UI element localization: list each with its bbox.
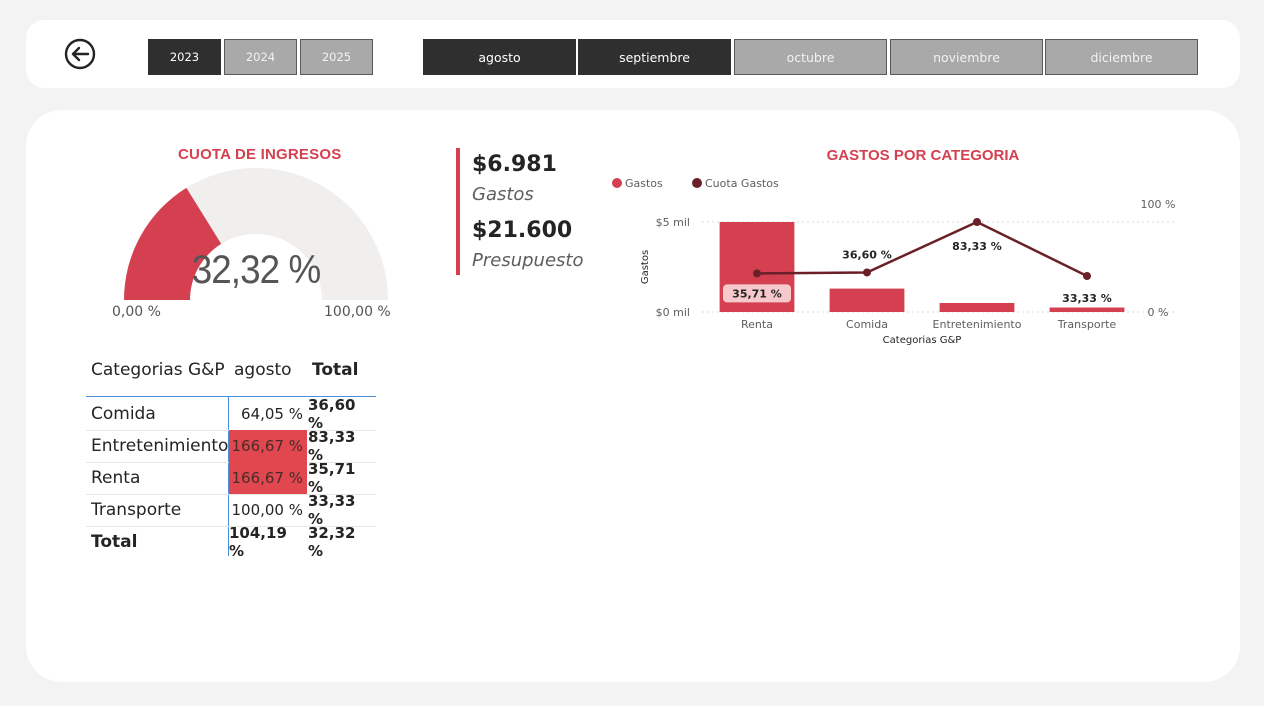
matrix-row-agosto: 100,00 % xyxy=(231,501,303,519)
matrix-header-divider xyxy=(86,396,376,397)
data-label-transporte: 33,33 % xyxy=(1062,292,1112,305)
month-option-noviembre[interactable]: noviembre xyxy=(890,39,1043,75)
bar-transporte xyxy=(1049,307,1125,312)
chart-title: GASTOS POR CATEGORIA xyxy=(827,147,1020,164)
dashboard-card: CUOTA DE INGRESOS 32,32 % 0,00 % 100,00 … xyxy=(26,110,1240,682)
month-option-diciembre[interactable]: diciembre xyxy=(1045,39,1198,75)
year-option-2024[interactable]: 2024 xyxy=(224,39,297,75)
legend-label-gastos: Gastos xyxy=(625,177,663,190)
cuota-point-comida xyxy=(863,268,871,277)
y-axis-title: Gastos xyxy=(640,250,651,284)
legend-label-cuota: Cuota Gastos xyxy=(705,177,779,190)
gauge-title: CUOTA DE INGRESOS xyxy=(178,146,342,163)
legend-marker-cuota xyxy=(692,178,702,188)
matrix-row-category: Transporte xyxy=(91,500,182,520)
y2-tick-label: 100 % xyxy=(1141,198,1176,211)
x-tick-label: Entretenimiento xyxy=(933,318,1022,331)
matrix-header-total: Total xyxy=(312,360,359,380)
year-option-2025[interactable]: 2025 xyxy=(300,39,373,75)
gauge-fill xyxy=(124,187,222,300)
matrix-row-total: 35,71 % xyxy=(308,460,356,496)
gastos-value: $6.981 xyxy=(472,152,557,177)
data-label-comida: 36,60 % xyxy=(842,248,892,261)
month-option-septiembre[interactable]: septiembre xyxy=(578,39,731,75)
matrix-total-category: Total xyxy=(91,532,138,552)
bar-entretenimiento xyxy=(939,303,1015,312)
matrix-header-category: Categorias G&P xyxy=(91,360,225,380)
gauge-max-label: 100,00 % xyxy=(324,304,391,320)
matrix-row-category: Comida xyxy=(91,404,156,424)
x-tick-label: Comida xyxy=(846,318,888,331)
y-tick-label: $5 mil xyxy=(656,216,690,229)
legend-marker-gastos xyxy=(612,178,622,188)
cuota-point-entretenimiento xyxy=(973,218,981,227)
matrix-row-total: 83,33 % xyxy=(308,428,356,464)
x-axis-title: Categorias G&P xyxy=(883,335,962,346)
cuota-gastos-line xyxy=(756,220,1088,278)
matrix-row-total: 33,33 % xyxy=(308,492,356,528)
matrix-column-divider xyxy=(228,396,229,556)
month-option-octubre[interactable]: octubre xyxy=(734,39,887,75)
gastos-label: Gastos xyxy=(472,184,534,205)
matrix-row-divider xyxy=(86,494,376,495)
gauge-value: 32,32 % xyxy=(191,248,322,292)
top-navigation-bar: 2023 2024 2025 agosto septiembre octubre novi… xyxy=(26,20,1240,88)
x-tick-label: Transporte xyxy=(1057,318,1117,331)
matrix-row-category: Entretenimiento xyxy=(91,436,229,456)
matrix-total-total: 32,32 % xyxy=(308,524,356,560)
cuota-point-renta xyxy=(753,269,761,278)
matrix-header-agosto: agosto xyxy=(234,360,292,380)
y-tick-label: $0 mil xyxy=(656,306,690,319)
matrix-row-total: 36,60 % xyxy=(308,396,356,432)
data-label-entretenimiento: 83,33 % xyxy=(952,240,1002,253)
cuota-point-transporte xyxy=(1083,272,1091,281)
expenses-by-category-chart: GASTOS POR CATEGORIA Gastos Cuota Gastos $0… xyxy=(612,147,1176,346)
presupuesto-value: $21.600 xyxy=(472,218,573,243)
matrix-total-agosto: 104,19 % xyxy=(229,524,287,560)
income-gauge xyxy=(124,168,388,300)
x-tick-label: Renta xyxy=(741,318,773,331)
y2-tick-label: 0 % xyxy=(1148,306,1169,319)
data-label-renta: 35,71 % xyxy=(732,287,782,300)
matrix-row-category: Renta xyxy=(91,468,141,488)
matrix-row-divider xyxy=(86,526,376,527)
matrix-row-agosto: 166,67 % xyxy=(229,430,307,462)
month-option-agosto[interactable]: agosto xyxy=(423,39,576,75)
gauge-min-label: 0,00 % xyxy=(112,304,161,320)
bar-comida xyxy=(829,288,905,312)
back-arrow-circle-icon[interactable] xyxy=(64,38,96,70)
presupuesto-label: Presupuesto xyxy=(472,250,584,271)
matrix-row-agosto: 64,05 % xyxy=(241,405,303,423)
kpi-accent-bar xyxy=(456,148,460,275)
year-option-2023[interactable]: 2023 xyxy=(148,39,221,75)
data-label-box xyxy=(723,284,791,303)
matrix-row-agosto: 166,67 % xyxy=(229,462,307,494)
